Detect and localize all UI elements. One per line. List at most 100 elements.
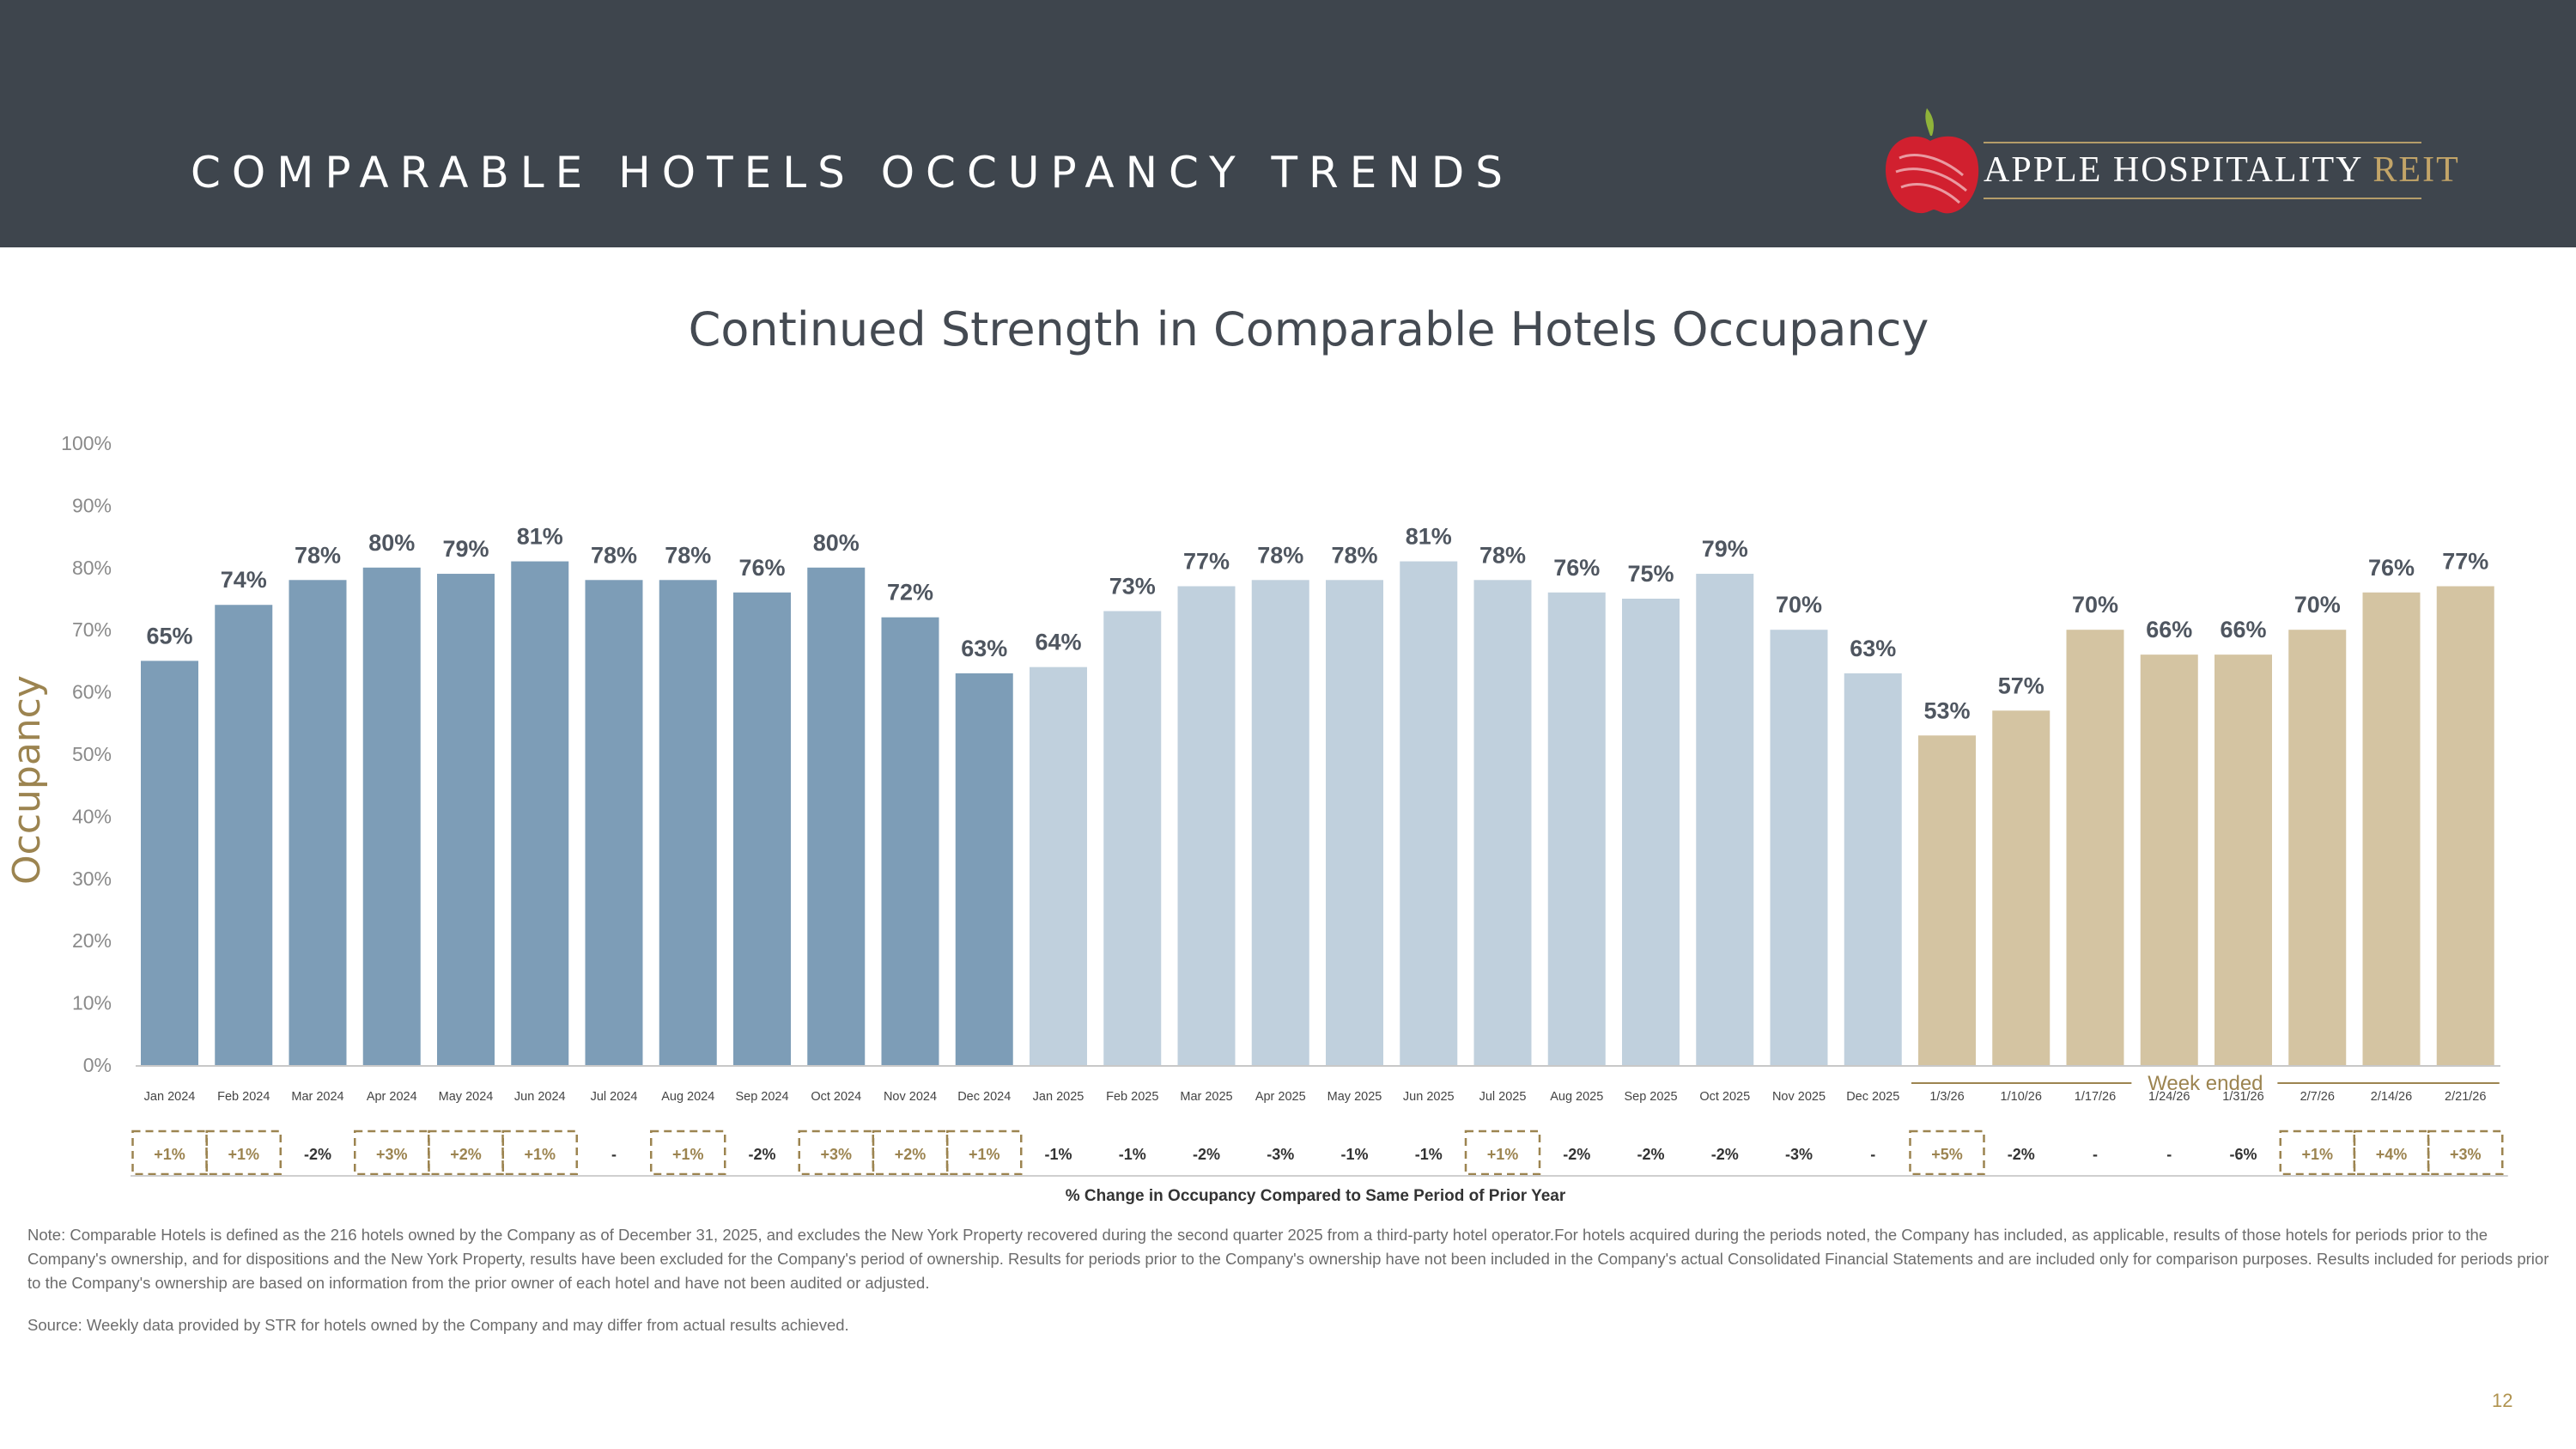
- pct-change-value: -6%: [2229, 1146, 2257, 1163]
- pct-change-value: -1%: [1340, 1146, 1368, 1163]
- source-note: Source: Weekly data provided by STR for …: [27, 1316, 849, 1334]
- bar-value-label: 65%: [146, 623, 192, 648]
- bar-21: [1622, 599, 1680, 1065]
- bars: [136, 561, 2500, 1067]
- pct-change-value: -2%: [1637, 1146, 1664, 1163]
- change-box: [946, 1129, 1023, 1176]
- pct-change-value: +2%: [895, 1146, 927, 1163]
- pct-change-value: +5%: [1931, 1146, 1963, 1163]
- bar-9: [733, 592, 791, 1065]
- pct-change-value: +1%: [524, 1146, 556, 1163]
- x-tick-label: 1/3/26: [1929, 1090, 1964, 1104]
- pct-change-value: -: [2166, 1146, 2172, 1163]
- bar-5: [437, 574, 495, 1065]
- pct-change-value: -2%: [304, 1146, 331, 1163]
- pct-change-value: -: [611, 1146, 617, 1163]
- x-tick-label: Dec 2024: [957, 1090, 1011, 1104]
- page-title: COMPARABLE HOTELS OCCUPANCY TRENDS: [191, 148, 1515, 198]
- change-caption: % Change in Occupancy Compared to Same P…: [1066, 1187, 1566, 1205]
- pct-change-value: +1%: [2301, 1146, 2333, 1163]
- bar-24: [1844, 673, 1902, 1065]
- bar-value-label: 70%: [2294, 592, 2341, 618]
- bar-value-label: 78%: [665, 542, 711, 568]
- pct-change-value: -3%: [1267, 1146, 1294, 1163]
- bar-value-label: 81%: [1406, 524, 1452, 550]
- bar-1: [141, 661, 198, 1065]
- x-tick-label: Jun 2024: [514, 1090, 566, 1104]
- bar-6: [511, 561, 569, 1065]
- bar-16: [1251, 580, 1309, 1065]
- pct-change-value: -: [1870, 1146, 1875, 1163]
- bar-value-label: 74%: [221, 567, 267, 593]
- x-tick-label: Aug 2024: [661, 1090, 714, 1104]
- bar-value-label: 81%: [517, 524, 563, 550]
- bar-data-labels: 65% 74% 78% 80% 79% 81% 78% 78% 76% 80% 72% 63% 64% 7…: [146, 524, 2488, 724]
- x-tick-label: 1/31/26: [2222, 1090, 2263, 1104]
- y-tick-label: 20%: [72, 929, 112, 952]
- bar-value-label: 78%: [1331, 542, 1377, 568]
- pct-change-value: +1%: [228, 1146, 259, 1163]
- bar-value-label: 78%: [591, 542, 637, 568]
- bar-2: [215, 605, 273, 1065]
- x-tick-label: Jul 2024: [591, 1090, 638, 1104]
- page-number: 12: [2492, 1390, 2513, 1411]
- x-tick-label: Feb 2025: [1106, 1090, 1158, 1104]
- bar-value-label: 72%: [887, 580, 933, 606]
- y-tick-label: 50%: [72, 743, 112, 765]
- bar-8: [659, 580, 717, 1065]
- bar-value-label: 64%: [1035, 630, 1081, 655]
- x-tick-label: 2/14/26: [2371, 1090, 2412, 1104]
- x-tick-label: Jan 2025: [1033, 1090, 1084, 1104]
- bar-value-label: 77%: [1183, 549, 1230, 575]
- pct-change-value: -2%: [1711, 1146, 1739, 1163]
- bar-value-label: 79%: [1702, 536, 1748, 562]
- bar-value-label: 76%: [1553, 555, 1600, 581]
- change-box: [205, 1129, 282, 1176]
- change-box: [1464, 1129, 1541, 1176]
- bar-value-label: 78%: [1479, 542, 1526, 568]
- x-tick-label: Sep 2025: [1624, 1090, 1677, 1104]
- footnote: Note: Comparable Hotels is defined as th…: [27, 1226, 2549, 1292]
- x-tick-label: 1/10/26: [2001, 1090, 2042, 1104]
- y-tick-label: 10%: [72, 992, 112, 1014]
- bar-14: [1103, 611, 1162, 1065]
- x-tick-label: Mar 2024: [291, 1090, 343, 1104]
- bar-7: [585, 580, 643, 1065]
- bar-value-label: 73%: [1109, 573, 1156, 599]
- y-tick-label: 40%: [72, 805, 112, 827]
- header-bar: COMPARABLE HOTELS OCCUPANCY TRENDS APPLE…: [0, 0, 2576, 247]
- bar-value-label: 76%: [2368, 555, 2415, 581]
- bar-value-label: 66%: [2220, 617, 2266, 642]
- pct-change-value: +4%: [2376, 1146, 2408, 1163]
- bar-12: [955, 673, 1013, 1065]
- bar-20: [1547, 592, 1606, 1065]
- bar-value-label: 63%: [961, 636, 1007, 661]
- pct-change-value: -2%: [1563, 1146, 1590, 1163]
- bar-25: [1918, 735, 1976, 1065]
- pct-change-value: -2%: [1193, 1146, 1220, 1163]
- bar-31: [2362, 592, 2421, 1065]
- bar-value-label: 70%: [1776, 592, 1822, 618]
- chart-title: Continued Strength in Comparable Hotels …: [688, 302, 1929, 356]
- pct-change-value: -1%: [1044, 1146, 1072, 1163]
- y-axis-ticks: 0% 10% 20% 30% 40% 50% 60% 70% 80% 90% 100%: [61, 432, 112, 1076]
- pct-change-value: +1%: [1487, 1146, 1519, 1163]
- y-tick-label: 70%: [72, 618, 112, 641]
- pct-change-row: +1% +1% -2% +3% +2% +1% - +1% -2% +3% +2% +1% -1% -1%…: [131, 1129, 2508, 1205]
- pct-change-value: -2%: [748, 1146, 775, 1163]
- y-tick-label: 100%: [61, 432, 112, 454]
- week-ended-bracket: Week ended: [1911, 1072, 2500, 1095]
- bar-19: [1473, 580, 1532, 1065]
- x-tick-label: Aug 2025: [1550, 1090, 1603, 1104]
- x-tick-label: Jul 2025: [1479, 1090, 1527, 1104]
- pct-change-value: +3%: [820, 1146, 852, 1163]
- x-tick-label: Oct 2025: [1699, 1090, 1750, 1104]
- x-tick-label: Jun 2025: [1403, 1090, 1455, 1104]
- company-logo-text: APPLE HOSPITALITY REIT: [1984, 149, 2460, 191]
- pct-change-value: +2%: [450, 1146, 482, 1163]
- bar-value-label: 80%: [368, 530, 415, 556]
- bar-11: [881, 617, 939, 1065]
- bar-29: [2215, 654, 2272, 1065]
- x-tick-label: Nov 2024: [884, 1090, 937, 1104]
- bar-value-label: 78%: [1257, 542, 1303, 568]
